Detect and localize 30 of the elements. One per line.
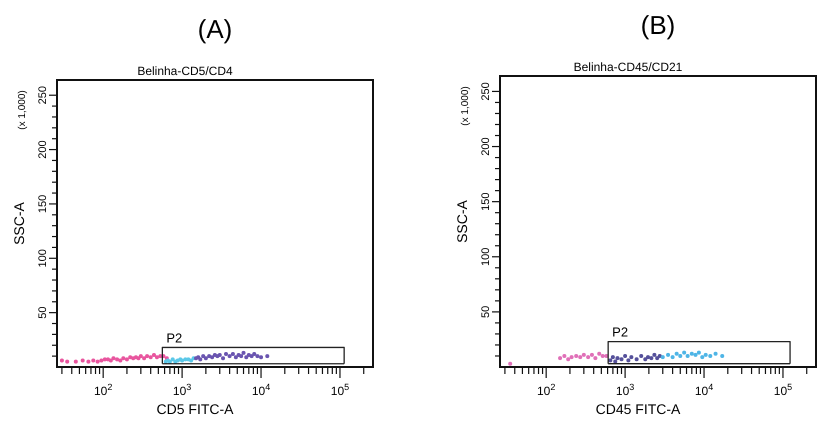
y-tick-label: 50 (37, 306, 49, 319)
x-tick-label: 10$^{2}$ (94, 382, 112, 398)
x-tick-label: 10$^{5}$ (774, 382, 792, 398)
x-axis-title: CD45 FITC-A (596, 401, 682, 417)
y-tick-label: 150 (480, 192, 492, 211)
chart-subtitle: Belinha-CD45/CD21 (574, 60, 683, 74)
y-tick-label: 150 (37, 194, 49, 214)
y-axis-title: SSC-A (11, 201, 27, 245)
x-tick-label: 10$^{5}$ (330, 382, 350, 398)
chart-subtitle: Belinha-CD5/CD4 (137, 64, 234, 78)
x-tick-label: 10$^{3}$ (172, 382, 192, 398)
y-tick-label: 100 (37, 249, 49, 268)
text: (x 1,000) (460, 86, 471, 126)
x-tick-label: 10$^{3}$ (616, 382, 634, 398)
text: (x 1,000) (17, 90, 28, 130)
y-tick-label: 100 (480, 248, 492, 266)
y-tick-label: 250 (480, 82, 492, 101)
y-tick-label: 250 (37, 86, 49, 104)
chart-title: (A) (198, 14, 232, 44)
annotation: P2 (612, 324, 628, 340)
x-tick-label: 10$^{4}$ (252, 382, 270, 398)
chart-title: (B) (640, 10, 676, 40)
y-tick-label: 200 (480, 137, 492, 156)
x-axis-title: CD5 FITC-A (156, 401, 234, 417)
x-tick-label: 10$^{2}$ (536, 382, 556, 398)
x-tick-label: 10$^{4}$ (694, 382, 714, 398)
y-tick-label: 50 (480, 306, 492, 318)
y-tick-label: 200 (37, 140, 49, 159)
annotation: P2 (166, 330, 182, 346)
y-axis-title: SSC-A (454, 199, 470, 243)
